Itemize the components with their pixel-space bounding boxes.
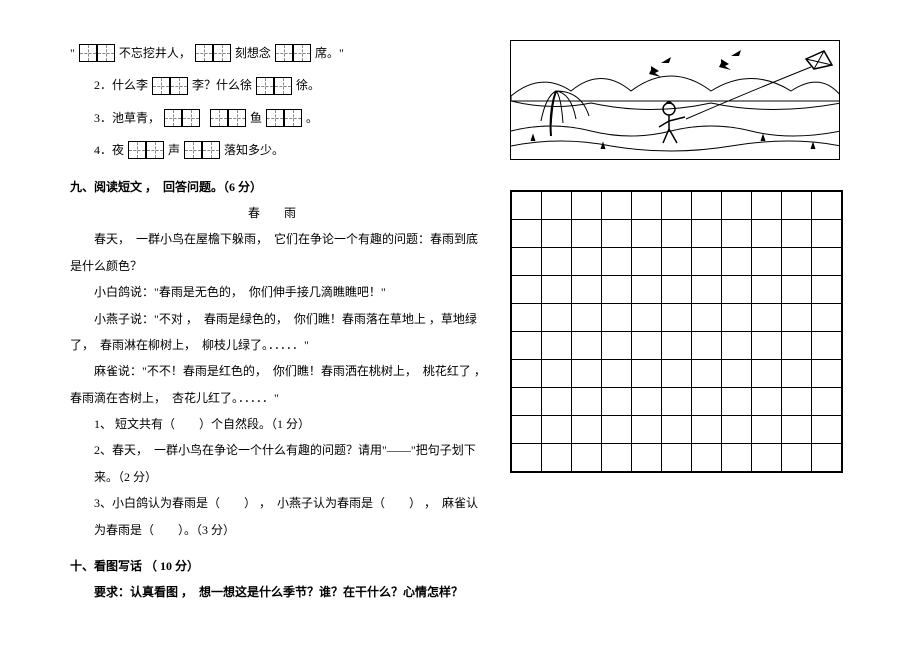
fill-q3: 3．池草青， 鱼 。 [70, 105, 480, 131]
passage-p3: 小燕子说："不对 ， 春雨是绿色的， 你们瞧！春雨落在草地上 ，草地绿了， 春雨… [70, 306, 480, 359]
q9-3: 3、小白鸽认为春雨是（ ） ， 小燕子认为春雨是（ ） ， 麻雀认为春雨是（ ）… [70, 490, 480, 543]
writing-grid [510, 190, 843, 473]
q4-c: 落知多少。 [224, 137, 284, 163]
passage-p2: 小白鸽说："春雨是无色的， 你们伸手接几滴瞧瞧吧！" [70, 279, 480, 305]
q1-text-c: 刻想念 [235, 40, 271, 66]
illustration [510, 40, 840, 160]
passage-p4: 麻雀说："不不！春雨是红色的， 你们瞧！春雨洒在桃树上， 桃花红了 ， 春雨滴在… [70, 358, 480, 411]
q2-c: 徐。 [296, 72, 320, 98]
right-column [510, 0, 920, 651]
fill-q4: 4．夜 声 落知多少。 [70, 137, 480, 163]
q1-text-b: 不忘挖井人， [119, 40, 191, 66]
section-9-head: 九、阅读短文 ， 回答问题。（6 分） [70, 174, 480, 200]
section-10-req: 要求：认真看图 ， 想一想这是什么季节？谁？在干什么？心情怎样？ [70, 579, 480, 605]
q2-b: 李？什么徐 [192, 72, 252, 98]
passage-title: 春 雨 [70, 200, 480, 226]
q9-1: 1、 短文共有（ ）个自然段。（1 分） [70, 411, 480, 437]
q1-text-d: 席。" [315, 40, 344, 66]
q3-a: 3．池草青， [94, 105, 160, 131]
left-column: " 不忘挖井人， 刻想念 席。" 2．什么李 李？什么徐 徐。 3．池草青， 鱼… [0, 0, 510, 651]
q3-b: 鱼 [250, 105, 262, 131]
q2-a: 2．什么李 [94, 72, 148, 98]
passage-p1: 春天， 一群小鸟在屋檐下躲雨， 它们在争论一个有趣的问题：春雨到底是什么颜色？ [70, 226, 480, 279]
q4-b: 声 [168, 137, 180, 163]
q9-2: 2、春天， 一群小鸟在争论一个什么有趣的问题？请用"——"把句子划下来。（2 分… [70, 437, 480, 490]
q3-c: 。 [306, 105, 318, 131]
fill-q1: " 不忘挖井人， 刻想念 席。" [70, 40, 480, 66]
section-10-head: 十、看图写话 （ 10 分） [70, 553, 480, 579]
fill-q2: 2．什么李 李？什么徐 徐。 [70, 72, 480, 98]
q4-a: 4．夜 [94, 137, 124, 163]
q1-quote: " [70, 40, 75, 66]
